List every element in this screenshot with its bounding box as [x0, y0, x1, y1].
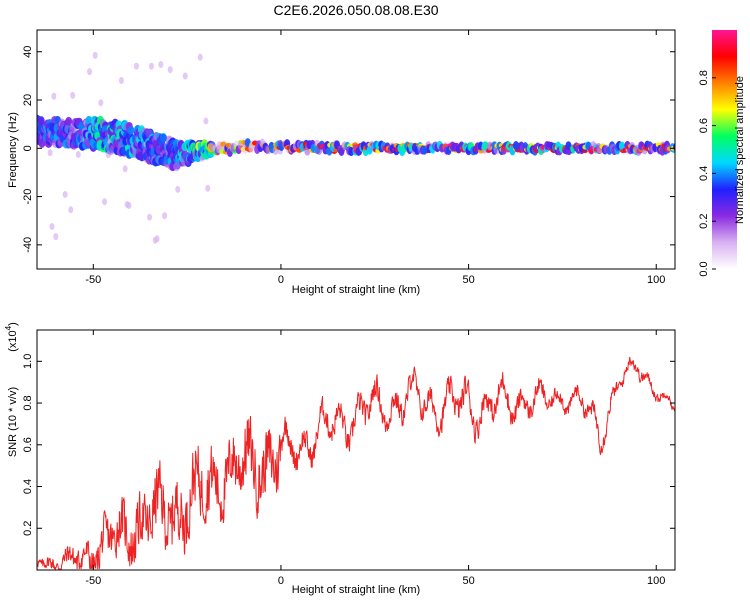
heatmap-cell	[182, 72, 188, 80]
colorbar-tick-label: 0.0	[698, 261, 710, 276]
heatmap-cell	[244, 138, 251, 148]
spectrogram-x-tick-label: 0	[278, 274, 284, 286]
spectrogram-x-tick-label: 100	[647, 274, 665, 286]
colorbar-tick-label: 0.6	[698, 118, 710, 133]
heatmap-cell	[158, 61, 164, 69]
snr-plot-area	[37, 330, 675, 570]
heatmap-cell	[49, 222, 55, 230]
heatmap-cell	[421, 145, 428, 155]
heatmap-cell	[53, 233, 59, 241]
colorbar-tick-label: 0.8	[698, 70, 710, 85]
spectrogram-y-tick-label: -20	[22, 189, 34, 205]
heatmap-cell	[102, 198, 108, 206]
colorbar-tick-label: 0.2	[698, 214, 710, 229]
heatmap-cell	[92, 51, 98, 59]
heatmap-cell	[147, 213, 153, 221]
heatmap-cell	[197, 53, 203, 61]
colorbar-label: Normalized spectral amplitude	[734, 76, 746, 224]
colorbar-tick-label: 0.4	[698, 166, 710, 181]
heatmap-cell	[75, 151, 81, 159]
heatmap-cell	[127, 125, 135, 135]
spectrogram-y-tick-label: -40	[22, 237, 34, 253]
snr-x-ticks: -50 0 50 100	[85, 330, 665, 587]
snr-y-tick-label: 0.2	[22, 521, 34, 536]
colorbar: 0.0 0.2 0.4 0.6 0.8 Normalized spectral ampl…	[698, 30, 746, 277]
heatmap-cell	[167, 66, 173, 74]
colorbar-gradient	[712, 30, 737, 269]
snr-panel: -50 0 50 100 0.2 0.4 0.6 0.8 1.0 Height of stra…	[4, 322, 676, 596]
snr-x-tick-label: -50	[85, 575, 101, 587]
spectrogram-x-tick-label: 50	[462, 274, 474, 286]
snr-scale-base: (x10	[7, 330, 19, 351]
heatmap-cell	[62, 190, 68, 198]
snr-series	[37, 356, 675, 570]
spectrogram-xlabel: Height of straight line (km)	[292, 284, 420, 296]
heatmap-cell	[37, 116, 45, 126]
snr-x-tick-label: 50	[462, 575, 474, 587]
heatmap-cell	[47, 149, 53, 157]
heatmap-cell	[148, 62, 154, 70]
heatmap-cell	[205, 184, 211, 192]
snr-y-tick-label: 1.0	[22, 354, 34, 369]
snr-y-ticks: 0.2 0.4 0.6 0.8 1.0	[22, 354, 675, 536]
heatmap-cell	[118, 77, 124, 85]
spectrogram-y-tick-label: 40	[22, 46, 34, 58]
snr-scale-exp: 4	[4, 325, 13, 330]
spectrogram-panel: -50 0 50 100 -40 -20 0 20 40 Height of straight…	[7, 29, 676, 296]
spectrogram-ylabel: Frequency (Hz)	[7, 112, 19, 188]
heatmap-cell	[70, 91, 76, 99]
spectrogram-heatmap	[37, 51, 675, 244]
colorbar-ticks: 0.0 0.2 0.4 0.6 0.8	[698, 70, 716, 277]
snr-xlabel: Height of straight line (km)	[292, 584, 420, 596]
snr-y-tick-label: 0.4	[22, 479, 34, 494]
heatmap-cell	[162, 212, 168, 220]
snr-y-tick-label: 0.8	[22, 395, 34, 410]
snr-line	[37, 356, 675, 570]
spectrogram-x-tick-label: -50	[85, 274, 101, 286]
snr-y-tick-label: 0.6	[22, 437, 34, 452]
heatmap-cell	[203, 117, 209, 125]
heatmap-cell	[133, 62, 139, 70]
heatmap-cell	[159, 133, 167, 143]
spectrogram-y-ticks: -40 -20 0 20 40	[22, 46, 675, 253]
snr-scale-label: (x104)	[4, 322, 19, 352]
heatmap-cell	[51, 92, 57, 100]
spectrogram-y-tick-label: 20	[22, 94, 34, 106]
heatmap-cell	[87, 68, 93, 76]
snr-x-tick-label: 100	[647, 575, 665, 587]
snr-x-tick-label: 0	[278, 575, 284, 587]
snr-ylabel: SNR (10 * v/v)	[7, 387, 19, 457]
heatmap-cell	[154, 235, 160, 243]
svg-text:(x104): (x104)	[4, 322, 19, 352]
heatmap-cell	[85, 115, 93, 125]
heatmap-cell	[175, 185, 181, 193]
spectrogram-frame	[36, 29, 676, 270]
heatmap-cell	[673, 142, 675, 152]
spectrogram-y-tick-label: 0	[22, 145, 34, 151]
heatmap-cell	[122, 165, 128, 173]
figure-title: C2E6.2026.050.08.08.E30	[273, 2, 438, 18]
snr-frame	[36, 329, 676, 571]
heatmap-cell	[68, 206, 74, 214]
spectrogram-x-ticks: -50 0 50 100	[85, 30, 665, 286]
heatmap-cell	[126, 201, 132, 209]
heatmap-cell	[98, 99, 104, 107]
